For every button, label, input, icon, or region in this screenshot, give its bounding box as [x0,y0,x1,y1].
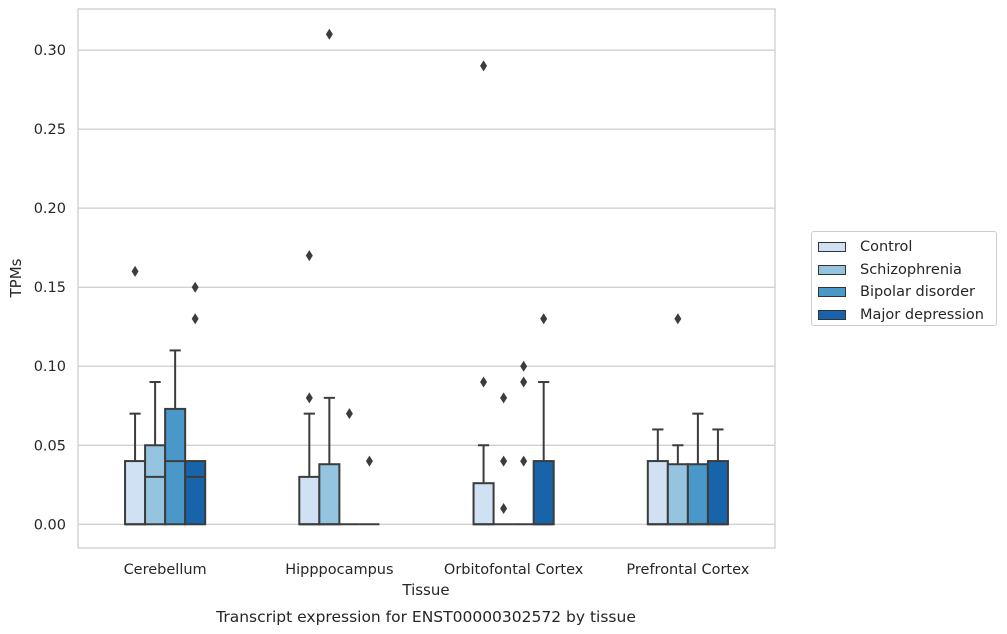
x-tick-label: Prefrontal Cortex [626,562,749,578]
box-schizophrenia [144,381,167,526]
box-schizophrenia [493,392,514,526]
box [706,460,729,526]
legend-label: Schizophrenia [860,261,962,278]
legend-item: Control [818,236,996,259]
outlier-point [305,392,313,404]
box [164,407,187,526]
outlier-point [540,313,548,325]
box-control [124,265,147,526]
legend-swatch [818,242,846,253]
y-tick-label: 0.10 [34,359,66,375]
legend-label: Control [860,239,913,256]
y-tick-label: 0.20 [34,201,66,217]
legend-item: Bipolar disorder [818,281,996,304]
box-major-depression [532,313,555,526]
outlier-point [520,376,528,388]
x-tick-label: Orbitofontal Cortex [444,562,584,578]
box-bipolar-disorder [513,360,534,526]
box-bipolar-disorder [339,408,360,526]
box-schizophrenia [318,28,341,526]
outlier-point [365,455,373,467]
outlier-point [480,376,488,388]
outlier-point [191,313,199,325]
box [184,460,207,526]
outlier-point [325,28,333,40]
box-control [472,60,495,526]
y-tick-label: 0.25 [34,122,66,138]
legend-label: Major depression [860,306,984,323]
box-major-depression [184,281,207,526]
box [666,463,689,526]
chart-title: Transcript expression for ENST0000030257… [215,608,636,626]
box [124,460,147,526]
box-major-depression [706,428,729,526]
legend-label: Bipolar disorder [860,284,975,301]
plot-area [77,8,776,549]
y-tick-label: 0.30 [34,43,66,59]
box [686,463,709,526]
box [144,444,167,526]
box [318,463,341,526]
legend: Control Schizophrenia Bipolar disorder Majo… [811,231,997,326]
y-tick-label: 0.00 [34,517,66,533]
outlier-point [500,455,508,467]
box-schizophrenia [666,313,689,526]
y-tick-label: 0.15 [34,280,66,296]
x-axis: Cerebellum Hipppocampus Orbitofontal Corte… [124,562,750,578]
box-major-depression [359,455,380,526]
legend-swatch [818,287,846,298]
y-axis-label: TPMs [7,258,25,298]
legend-item: Major depression [818,304,996,327]
box [298,475,321,526]
legend-swatch [818,309,846,320]
outlier-point [500,502,508,514]
outlier-point [131,265,139,277]
x-axis-label: Tissue [401,581,449,599]
legend-swatch [818,264,846,275]
box-control [298,250,321,526]
box-control [646,428,669,526]
outlier-point [674,313,682,325]
outlier-point [305,250,313,262]
outlier-point [191,281,199,293]
y-tick-label: 0.05 [34,438,66,454]
legend-item: Schizophrenia [818,259,996,282]
outlier-point [500,392,508,404]
box [472,482,495,526]
outlier-point [345,408,353,420]
outlier-point [520,360,528,372]
y-axis: 0.00 0.05 0.10 0.15 0.20 0.25 0.30 [34,43,66,533]
x-tick-label: Hipppocampus [285,562,393,578]
x-tick-label: Cerebellum [124,562,207,578]
box-bipolar-disorder [164,349,187,526]
box-bipolar-disorder [686,412,709,526]
outlier-point [480,60,488,72]
outlier-point [520,455,528,467]
box-series [124,28,729,526]
box [646,460,669,526]
box [532,460,555,526]
